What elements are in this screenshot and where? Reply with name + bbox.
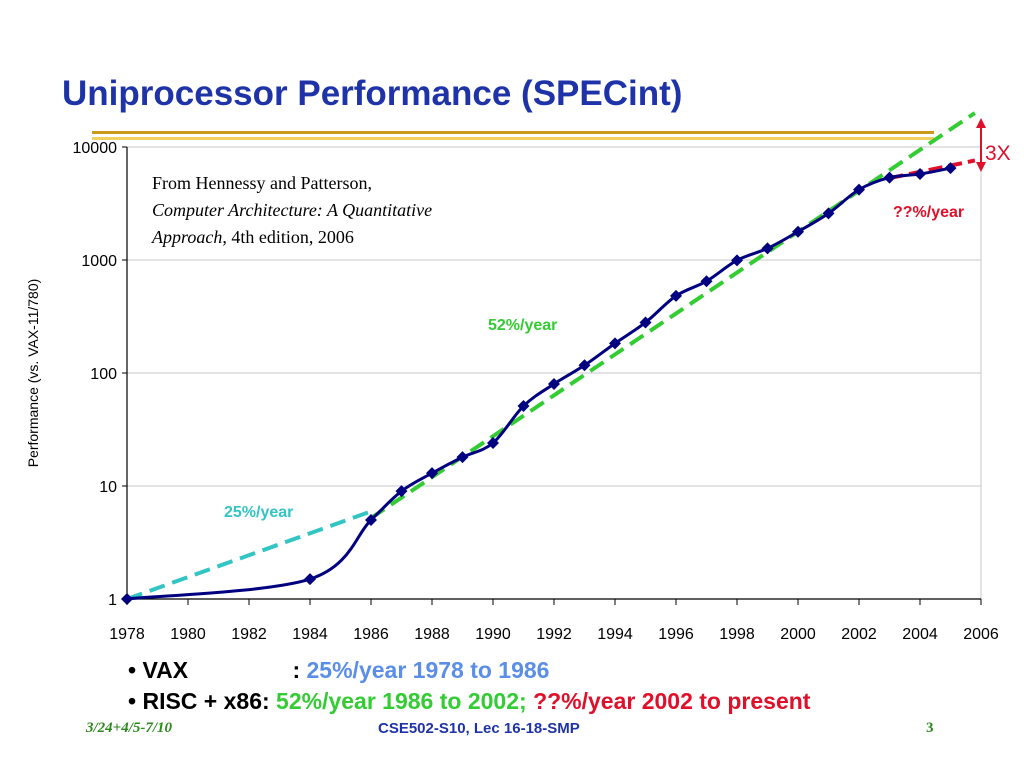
data-point-marker [548, 377, 560, 390]
x-tick-label: 2000 [780, 626, 816, 643]
title-rule-light [92, 137, 934, 140]
x-tick-label: 1980 [170, 626, 206, 643]
gap-label-3x: 3X [985, 142, 1011, 165]
x-tick-label: 1994 [597, 626, 633, 643]
footer-dates: 3/24+4/5-7/10 [86, 720, 173, 736]
bullet-marker: • [128, 688, 137, 714]
bullet-vax: • VAX: 25%/year 1978 to 1986 [128, 655, 810, 686]
trend-label-25: 25%/year [224, 504, 293, 521]
y-axis-label: Performance (vs. VAX-11/780) [25, 279, 41, 468]
bullet-risc-label: RISC + x86: [142, 688, 270, 714]
trend-label-unknown: ??%/year [893, 204, 964, 221]
data-point-marker [761, 242, 774, 255]
data-point-marker [304, 573, 316, 586]
y-tick-label: 100 [90, 366, 117, 383]
y-tick-label: 10000 [73, 140, 118, 157]
bullet-risc-rate: 52%/year 1986 to 2002; [276, 688, 527, 714]
bullet-vax-sep: : [292, 657, 301, 683]
data-point-marker [731, 254, 743, 267]
x-tick-label: 1998 [719, 626, 755, 643]
x-tick-label: 2006 [963, 626, 999, 643]
x-tick-label: 1988 [414, 626, 450, 643]
x-tick-label: 1996 [658, 626, 694, 643]
data-point-marker [395, 485, 408, 498]
trend-line [889, 158, 976, 181]
bullet-risc-recent: ??%/year 2002 to present [533, 688, 811, 714]
data-point-marker [487, 437, 499, 450]
data-point-marker [853, 183, 865, 196]
trend-label-52: 52%/year [488, 317, 557, 334]
trend-line [369, 111, 977, 520]
y-tick-label: 1000 [81, 253, 117, 270]
x-tick-label: 1978 [109, 626, 145, 643]
x-tick-label: 1992 [536, 626, 572, 643]
source-annotation-book: Approach [151, 227, 222, 247]
x-tick-label: 1986 [353, 626, 389, 643]
data-point-marker [639, 316, 652, 329]
source-annotation-line1: From Hennessy and Patterson, [152, 173, 372, 193]
data-point-marker [365, 514, 377, 527]
data-point-marker [456, 451, 469, 464]
data-point-marker [121, 593, 133, 605]
bullet-vax-label: VAX [142, 657, 189, 683]
data-point-marker [670, 289, 682, 302]
gap-arrow-down-icon [976, 162, 986, 172]
bullet-list: • VAX: 25%/year 1978 to 1986 • RISC + x8… [128, 655, 810, 717]
y-tick-label: 1 [108, 592, 117, 609]
bullet-marker: • [128, 657, 137, 683]
footer-page-number: 3 [926, 720, 934, 736]
source-annotation-edition: , 4th edition, 2006 [222, 227, 354, 247]
source-annotation-line2: Computer Architecture: A Quantitative [152, 200, 432, 220]
footer-course: CSE502-S10, Lec 16-18-SMP [378, 720, 580, 737]
bullet-risc: • RISC + x86: 52%/year 1986 to 2002; ??%… [128, 686, 810, 717]
data-point-marker [700, 275, 713, 288]
data-point-marker [517, 400, 530, 413]
data-point-marker [426, 467, 438, 480]
data-point-marker [822, 207, 835, 220]
x-tick-label: 1982 [231, 626, 267, 643]
trend-line [126, 509, 372, 601]
data-point-marker [883, 171, 896, 184]
slide-title: Uniprocessor Performance (SPECint) [62, 74, 683, 113]
source-annotation-line3: Approach, 4th edition, 2006 [151, 227, 354, 247]
title-rule-dark [92, 131, 934, 134]
x-tick-label: 1984 [292, 626, 328, 643]
x-tick-label: 1990 [475, 626, 511, 643]
data-point-marker [578, 359, 591, 372]
gap-arrow-up-icon [976, 118, 986, 128]
bullet-vax-rate: 25%/year 1978 to 1986 [306, 657, 550, 683]
x-tick-label: 2002 [841, 626, 877, 643]
data-point-marker [792, 225, 804, 238]
data-point-marker [609, 337, 621, 350]
data-point-marker [944, 162, 957, 175]
x-tick-label: 2004 [902, 626, 938, 643]
y-tick-label: 10 [99, 479, 117, 496]
data-point-marker [914, 168, 926, 181]
